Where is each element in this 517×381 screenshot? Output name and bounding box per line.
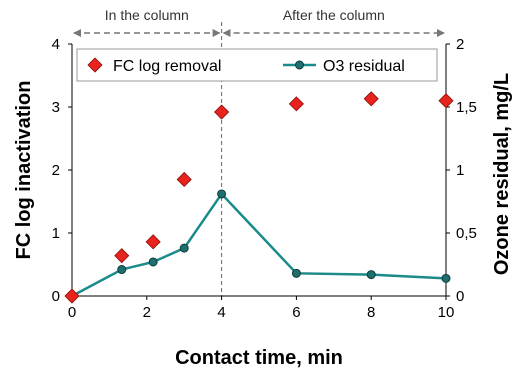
fc-point (438, 93, 454, 109)
y-right-tick-label: 0 (456, 288, 464, 305)
fc-point (114, 248, 130, 264)
fc-point (288, 96, 304, 112)
y-left-tick-label: 3 (52, 99, 60, 116)
o3-point (179, 243, 189, 253)
legend-fc-label: FC log removal (113, 58, 221, 75)
legend-o3-label: O3 residual (323, 58, 405, 75)
o3-point (441, 273, 451, 283)
o3-point (366, 270, 376, 280)
x-tick-label: 8 (367, 304, 375, 321)
axes (71, 44, 447, 297)
x-tick-label: 0 (68, 304, 76, 321)
region-annotations: In the column After the column (73, 7, 445, 37)
o3-point (217, 189, 227, 199)
legend-fc-marker (87, 57, 103, 73)
y-left-tick-label: 2 (52, 162, 60, 179)
region-label: After the column (283, 7, 385, 23)
legend: FC log removal O3 residual (76, 48, 438, 82)
fc-point (176, 171, 192, 188)
o3-point (117, 265, 127, 275)
x-tick-label: 6 (292, 304, 300, 321)
x-tick-label: 2 (143, 304, 151, 321)
y-axis-right-title: Ozone residual, mg/L (491, 73, 513, 275)
y-left-tick-label: 4 (52, 36, 60, 53)
fc-log-removal-series (64, 91, 454, 304)
y-right-tick-label: 1 (456, 162, 464, 179)
y-right-tick-label: 1,5 (456, 99, 477, 116)
y-right-tick-label: 0,5 (456, 225, 477, 242)
fc-point (145, 234, 161, 250)
y-left-tick-label: 1 (52, 225, 60, 242)
o3-point (148, 257, 158, 267)
x-axis-title: Contact time, min (175, 347, 343, 369)
x-tick-label: 4 (217, 304, 225, 321)
y-axis-left-title: FC log inactivation (13, 81, 35, 260)
fc-point (64, 288, 80, 304)
y-left-tick-label: 0 (52, 288, 60, 305)
y-right-tick-label: 2 (456, 36, 464, 53)
fc-point (214, 104, 230, 120)
fc-point (363, 91, 379, 107)
o3-line (71, 191, 447, 298)
region-label: In the column (105, 7, 189, 23)
legend-o3-marker (295, 60, 304, 70)
o3-point (291, 268, 301, 278)
legend-box (76, 48, 438, 82)
x-tick-label: 10 (438, 304, 455, 321)
o3-residual-series (67, 189, 451, 301)
